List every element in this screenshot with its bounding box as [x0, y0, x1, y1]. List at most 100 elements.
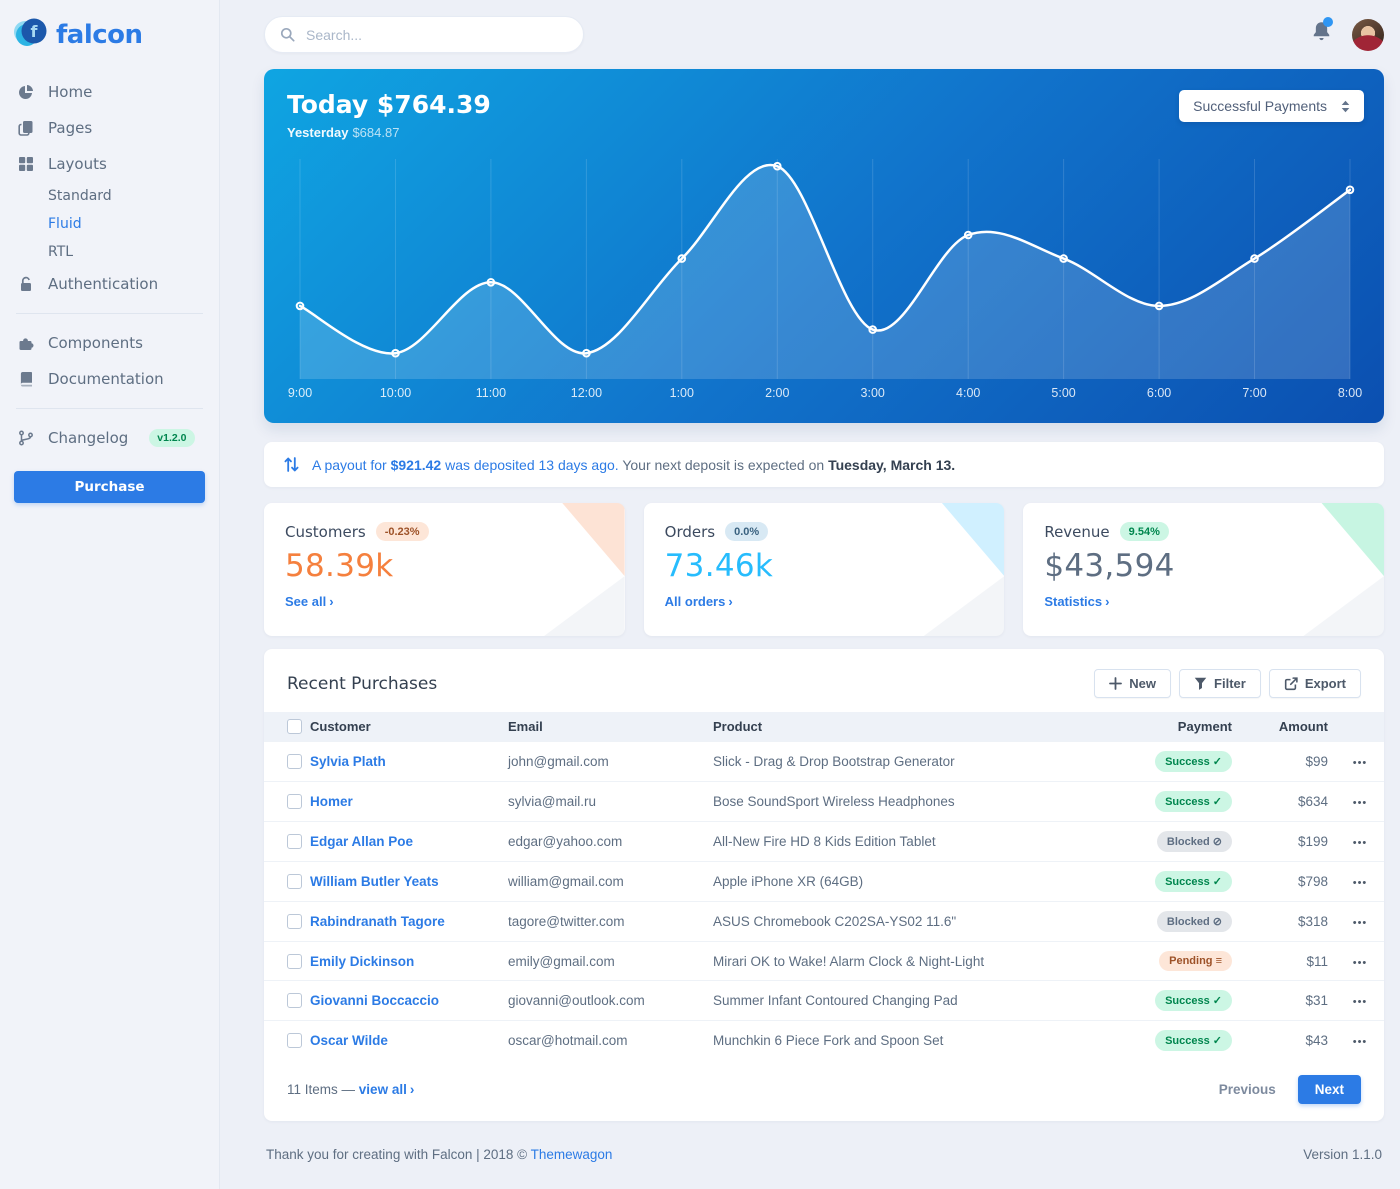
stat-label: Customers — [285, 522, 366, 541]
new-button[interactable]: New — [1094, 669, 1172, 698]
svg-text:7:00: 7:00 — [1242, 386, 1266, 400]
row-checkbox[interactable] — [287, 953, 302, 969]
product-cell: Summer Infant Contoured Changing Pad — [705, 980, 1082, 1021]
column-header-customer: Customer — [302, 712, 500, 742]
search-box[interactable] — [264, 16, 584, 53]
stat-label: Orders — [664, 522, 716, 541]
filter-button[interactable]: Filter — [1179, 669, 1261, 698]
deposit-date: Tuesday, March 13. — [828, 456, 956, 473]
stat-link-all-orders[interactable]: All orders › — [664, 594, 733, 609]
row-checkbox[interactable] — [287, 794, 302, 809]
select-all-checkbox[interactable] — [287, 719, 302, 734]
customer-link[interactable]: Rabindranath Tagore — [310, 914, 445, 929]
row-checkbox[interactable] — [287, 834, 302, 849]
sidebar-subitem-fluid[interactable]: Fluid — [48, 216, 82, 232]
customer-link[interactable]: Edgar Allan Poe — [310, 834, 414, 849]
sidebar-nav: Home Pages Layouts Standard Fluid RTL Authenti… — [14, 74, 205, 456]
row-menu-icon[interactable]: ••• — [1352, 1036, 1368, 1048]
view-all-link[interactable]: view all › — [358, 1082, 415, 1097]
row-menu-icon[interactable]: ••• — [1352, 996, 1368, 1008]
sidebar-item-authentication[interactable]: Authentication — [14, 266, 205, 302]
sidebar-item-components[interactable]: Components — [14, 325, 205, 361]
sidebar-item-pages[interactable]: Pages — [14, 110, 205, 146]
svg-text:6:00: 6:00 — [1147, 386, 1171, 400]
sidebar-subitem-rtl[interactable]: RTL — [48, 244, 74, 260]
today-total: Today $764.39 — [287, 90, 491, 119]
sidebar-item-changelog[interactable]: Changelog v1.2.0 — [14, 420, 205, 456]
payments-chart-card: Today $764.39 Yesterday $684.87 Successfu… — [264, 69, 1384, 423]
row-menu-icon[interactable]: ••• — [1352, 837, 1368, 849]
customer-link[interactable]: Sylvia Plath — [310, 754, 386, 769]
row-checkbox[interactable] — [287, 874, 302, 889]
falcon-logo-icon: f — [14, 16, 47, 54]
sidebar-subitem-standard[interactable]: Standard — [48, 188, 112, 204]
version-badge: v1.2.0 — [149, 429, 195, 447]
table-row: William Butler Yeats william@gmail.com App… — [264, 861, 1384, 902]
filter-icon — [1194, 677, 1207, 690]
pages-icon — [16, 120, 35, 136]
stat-value: $43,594 — [1044, 548, 1175, 584]
svg-text:8:00: 8:00 — [1338, 386, 1362, 400]
svg-text:11:00: 11:00 — [476, 386, 506, 400]
sidebar-divider — [16, 313, 203, 314]
customer-link[interactable]: Homer — [310, 794, 353, 809]
amount-cell: $798 — [1240, 861, 1336, 902]
stat-link-see-all[interactable]: See all › — [285, 594, 334, 609]
row-menu-icon[interactable]: ••• — [1352, 877, 1368, 889]
amount-cell: $634 — [1240, 781, 1336, 822]
email-cell: edgar@yahoo.com — [500, 821, 705, 862]
chevron-right-icon: › — [728, 594, 733, 609]
stat-change-badge: -0.23% — [375, 522, 429, 541]
row-menu-icon[interactable]: ••• — [1352, 917, 1368, 929]
table-row: Oscar Wilde oscar@hotmail.com Munchkin 6 P… — [264, 1020, 1384, 1060]
payment-status-badge: Success ✓ — [1155, 871, 1232, 892]
payments-filter-select[interactable]: Successful Payments — [1179, 90, 1364, 122]
search-icon — [280, 27, 295, 42]
payment-status-badge: Blocked ⊘ — [1156, 831, 1232, 852]
payment-status-badge: Blocked ⊘ — [1156, 911, 1232, 932]
export-button[interactable]: Export — [1268, 669, 1361, 698]
sidebar-item-home[interactable]: Home — [14, 74, 205, 110]
svg-text:5:00: 5:00 — [1051, 386, 1075, 400]
row-checkbox[interactable] — [287, 754, 302, 769]
row-checkbox[interactable] — [287, 914, 302, 929]
row-checkbox[interactable] — [287, 1033, 302, 1048]
search-input[interactable] — [304, 25, 568, 44]
customer-link[interactable]: Giovanni Boccaccio — [310, 993, 440, 1008]
stat-card-revenue: Revenue 9.54% $43,594 Statistics › — [1023, 503, 1384, 636]
pie-chart-icon — [16, 84, 35, 100]
page-footer: Thank you for creating with Falcon | 201… — [264, 1121, 1384, 1162]
customer-link[interactable]: Oscar Wilde — [310, 1033, 388, 1048]
payout-amount: $921.42 — [390, 456, 442, 473]
svg-text:12:00: 12:00 — [571, 386, 602, 400]
row-menu-icon[interactable]: ••• — [1352, 757, 1368, 769]
brand-logo[interactable]: f falcon — [14, 14, 205, 74]
svg-text:1:00: 1:00 — [670, 386, 694, 400]
svg-text:3:00: 3:00 — [861, 386, 885, 400]
amount-cell: $199 — [1240, 821, 1336, 862]
row-checkbox[interactable] — [287, 993, 302, 1008]
sidebar-item-label: Changelog — [48, 429, 129, 447]
payout-exchange-icon — [284, 456, 299, 473]
row-menu-icon[interactable]: ••• — [1352, 956, 1368, 969]
yesterday-total: Yesterday $684.87 — [287, 125, 400, 140]
row-menu-icon[interactable]: ••• — [1352, 797, 1368, 809]
svg-text:9:00: 9:00 — [288, 386, 312, 400]
sidebar-item-label: Documentation — [48, 370, 164, 388]
purchase-button[interactable]: Purchase — [14, 471, 205, 503]
avatar[interactable] — [1352, 18, 1384, 51]
customer-link[interactable]: William Butler Yeats — [310, 874, 439, 889]
column-header-payment: Payment — [1082, 712, 1240, 742]
sidebar-item-documentation[interactable]: Documentation — [14, 361, 205, 397]
themewagon-link[interactable]: Themewagon — [530, 1147, 613, 1162]
stat-link-statistics[interactable]: Statistics › — [1044, 594, 1110, 609]
next-button[interactable]: Next — [1297, 1075, 1361, 1104]
sidebar-item-layouts[interactable]: Layouts — [14, 146, 205, 182]
notifications-bell-icon[interactable] — [1311, 17, 1333, 48]
customer-link[interactable]: Emily Dickinson — [310, 953, 415, 969]
email-cell: john@gmail.com — [500, 741, 705, 782]
topbar — [264, 0, 1384, 69]
payout-notice[interactable]: A payout for $921.42 was deposited 13 da… — [264, 442, 1384, 487]
previous-button[interactable]: Previous — [1218, 1082, 1276, 1097]
